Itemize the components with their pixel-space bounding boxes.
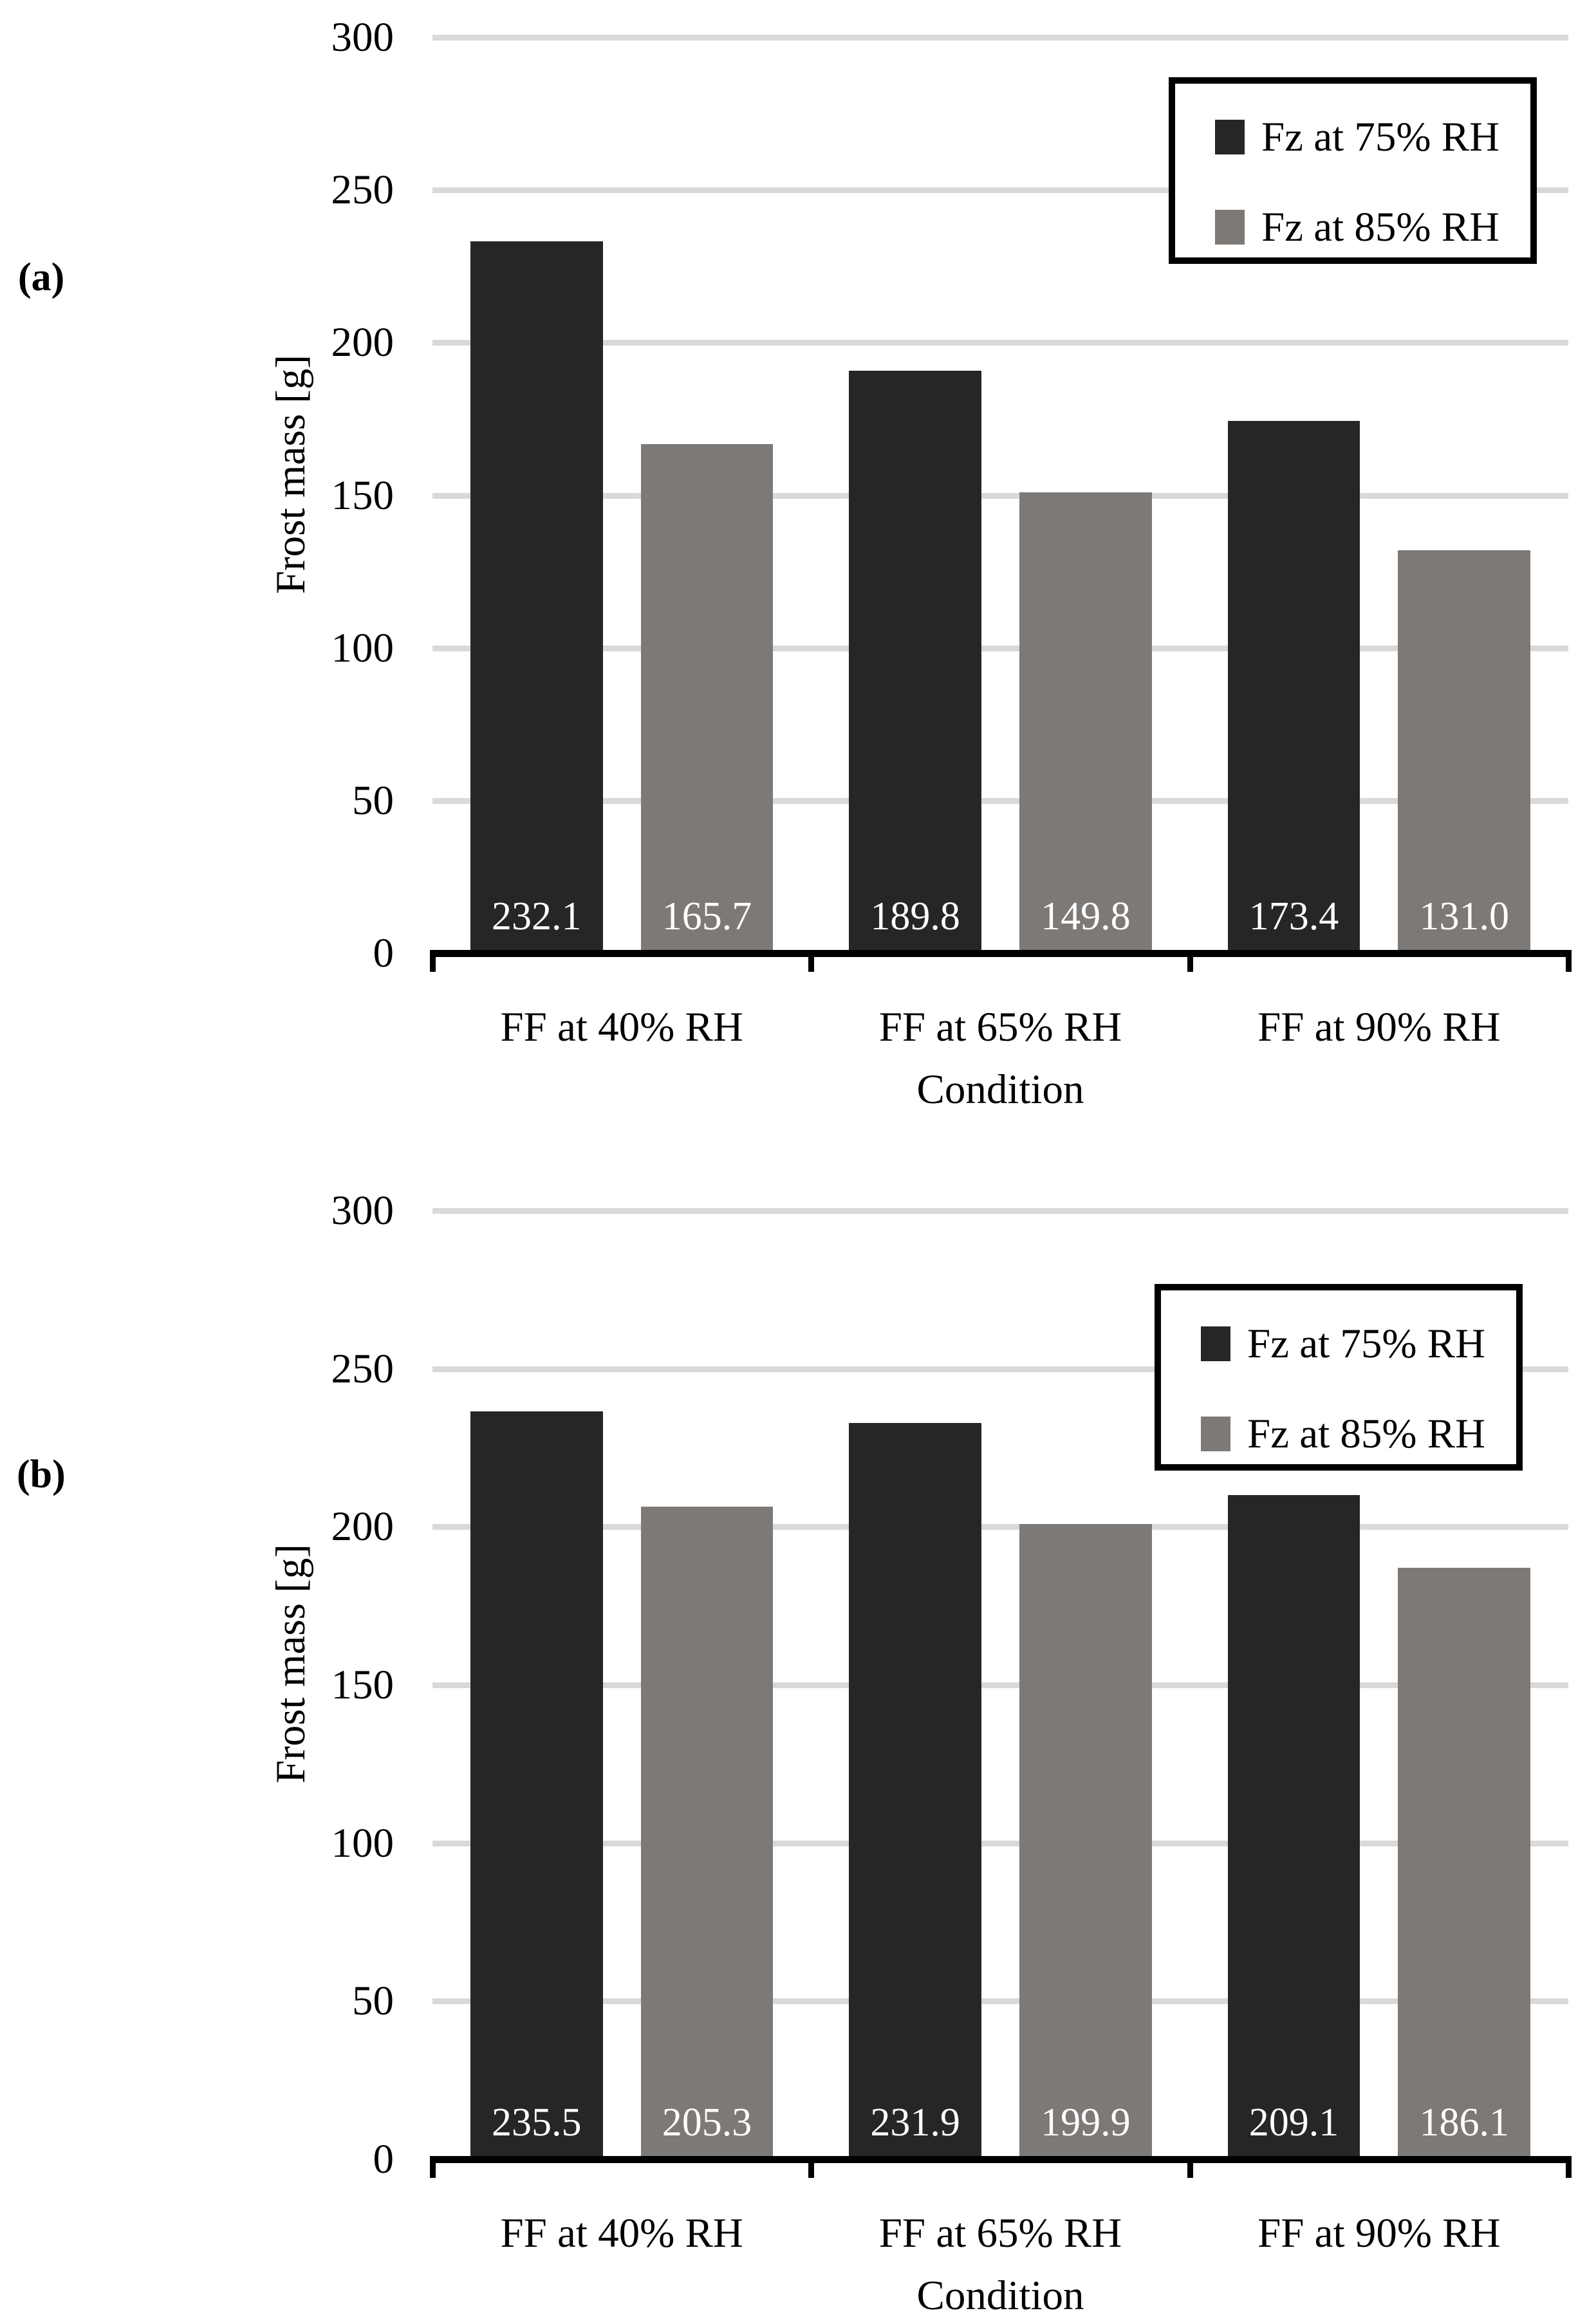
y-axis-tick-label: 200	[331, 319, 394, 366]
bar-fz-at-75-rh: 173.4	[1227, 420, 1360, 950]
x-axis-category-label: FF at 65% RH	[878, 1004, 1122, 1050]
bar-value-label: 205.3	[662, 2100, 752, 2144]
gridline	[432, 187, 1568, 194]
bar-value-label: 209.1	[1248, 2100, 1339, 2144]
bar-fz-at-75-rh: 231.9	[849, 1422, 982, 2156]
legend-swatch-icon	[1201, 1417, 1230, 1451]
x-axis-category-label: FF at 40% RH	[500, 2210, 743, 2256]
gridline	[432, 1208, 1568, 1214]
gridline	[432, 340, 1568, 346]
x-axis-category-label: FF at 65% RH	[878, 2210, 1122, 2256]
legend-swatch-icon	[1201, 1326, 1230, 1361]
legend-entry: Fz at 85% RH	[1161, 1405, 1516, 1463]
legend-label: Fz at 85% RH	[1247, 1411, 1486, 1457]
y-axis-tick-label: 50	[352, 777, 394, 824]
gridline	[432, 35, 1568, 41]
bar-value-label: 165.7	[662, 894, 752, 938]
bar-value-label: 199.9	[1041, 2100, 1131, 2144]
gridline	[432, 797, 1568, 804]
panel-label: (a)	[18, 256, 65, 299]
gridline	[432, 1682, 1568, 1688]
bar-value-label: 186.1	[1419, 2100, 1509, 2144]
y-axis-title: Frost mass [g]	[268, 1544, 314, 1783]
x-axis-line	[430, 950, 1572, 957]
x-axis-title: Condition	[916, 1066, 1084, 1113]
y-axis-tick-label: 300	[331, 14, 394, 60]
y-axis-tick-label: 150	[331, 1662, 394, 1708]
x-axis-category-label: FF at 90% RH	[1258, 1004, 1501, 1050]
axis-tick	[1187, 2156, 1193, 2178]
x-axis-category-label: FF at 90% RH	[1258, 2210, 1501, 2256]
bar-fz-at-85-rh: 205.3	[640, 1507, 774, 2156]
y-axis-title: Frost mass [g]	[268, 354, 314, 594]
bar-fz-at-85-rh: 186.1	[1398, 1567, 1531, 2156]
bar-value-label: 149.8	[1041, 894, 1131, 938]
panel-label: (b)	[17, 1453, 66, 1496]
y-axis-tick-label: 0	[373, 2136, 394, 2182]
y-axis-tick-label: 150	[331, 472, 394, 519]
gridline	[432, 645, 1568, 651]
bar-fz-at-85-rh: 199.9	[1019, 1523, 1152, 2156]
axis-tick	[1566, 950, 1572, 972]
legend-swatch-icon	[1215, 120, 1245, 154]
legend-label: Fz at 85% RH	[1261, 204, 1500, 250]
y-axis-tick-label: 200	[331, 1503, 394, 1550]
bar-value-label: 131.0	[1419, 894, 1509, 938]
y-axis-tick-label: 250	[331, 167, 394, 214]
y-axis-tick-label: 100	[331, 624, 394, 671]
y-axis-tick-label: 50	[352, 1978, 394, 2025]
bar-value-label: 235.5	[492, 2100, 582, 2144]
bar-fz-at-85-rh: 149.8	[1019, 492, 1152, 950]
bar-value-label: 232.1	[492, 894, 582, 938]
gridline	[432, 492, 1568, 499]
gridline	[432, 1366, 1568, 1372]
legend: Fz at 75% RH Fz at 85% RH	[1155, 1284, 1523, 1471]
bar-fz-at-85-rh: 131.0	[1398, 550, 1531, 950]
y-axis-tick-label: 250	[331, 1345, 394, 1392]
bar-fz-at-75-rh: 209.1	[1227, 1494, 1360, 2156]
bar-value-label: 231.9	[870, 2100, 960, 2144]
gridline	[432, 1840, 1568, 1846]
bar-fz-at-75-rh: 189.8	[849, 370, 982, 950]
bar-fz-at-75-rh: 235.5	[470, 1411, 603, 2156]
gridline	[432, 1998, 1568, 2005]
legend-entry: Fz at 75% RH	[1175, 108, 1530, 166]
y-axis-tick-label: 0	[373, 930, 394, 976]
legend-label: Fz at 75% RH	[1261, 114, 1500, 160]
axis-tick	[808, 2156, 815, 2178]
axis-tick	[1187, 950, 1193, 972]
axis-tick	[430, 2156, 436, 2178]
x-axis-category-label: FF at 40% RH	[500, 1004, 743, 1050]
x-axis-title: Condition	[916, 2273, 1084, 2319]
axis-tick	[808, 950, 815, 972]
bar-value-label: 189.8	[870, 894, 960, 938]
bar-value-label: 173.4	[1248, 894, 1339, 938]
x-axis-line	[430, 2156, 1572, 2163]
legend: Fz at 75% RH Fz at 85% RH	[1169, 77, 1537, 264]
legend-entry: Fz at 85% RH	[1175, 198, 1530, 256]
axis-tick	[430, 950, 436, 972]
bar-fz-at-85-rh: 165.7	[640, 444, 774, 950]
y-axis-tick-label: 300	[331, 1187, 394, 1234]
legend-swatch-icon	[1215, 210, 1245, 245]
axis-tick	[1566, 2156, 1572, 2178]
bar-fz-at-75-rh: 232.1	[470, 241, 603, 950]
legend-label: Fz at 75% RH	[1247, 1321, 1486, 1367]
y-axis-tick-label: 100	[331, 1819, 394, 1866]
legend-entry: Fz at 75% RH	[1161, 1315, 1516, 1373]
gridline	[432, 1524, 1568, 1530]
